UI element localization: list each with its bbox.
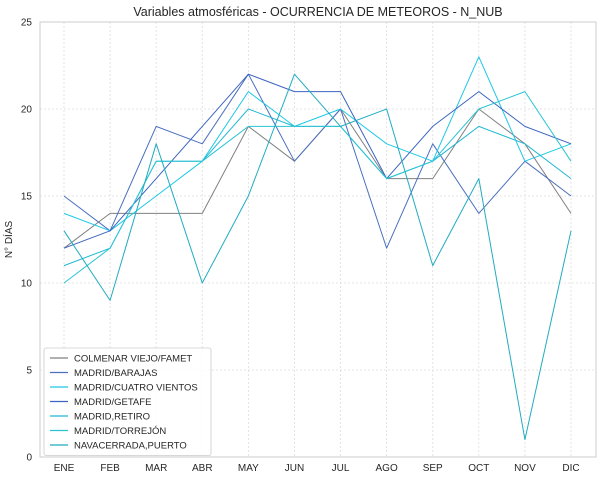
y-tick-label: 25: [21, 18, 33, 29]
x-tick-label: JUN: [285, 463, 304, 474]
x-tick-label: ENE: [54, 463, 75, 474]
x-axis: ENE FEB MAR ABR MAY JUN JUL AGO SEP OCT NOV DIC: [54, 463, 580, 474]
series-line: [63, 56, 572, 232]
chart-title: Variables atmosféricas - OCURRENCIA DE M…: [133, 5, 502, 19]
series-lines: [63, 56, 572, 441]
x-tick-label: ABR: [192, 463, 213, 474]
legend-label: MADRID/GETAFE: [74, 397, 151, 408]
x-tick-label: FEB: [100, 463, 120, 474]
legend-label: MADRID/TORREJÓN: [74, 426, 166, 437]
y-tick-label: 0: [26, 453, 32, 464]
legend-label: COLMENAR VIEJO/FAMET: [74, 354, 192, 365]
x-tick-label: NOV: [514, 463, 536, 474]
y-tick-label: 10: [21, 279, 33, 290]
y-tick-label: 15: [21, 192, 33, 203]
x-tick-label: AGO: [376, 463, 398, 474]
legend-label: MADRID/CUATRO VIENTOS: [74, 383, 198, 394]
y-axis: 0 5 10 15 20 25: [21, 18, 33, 464]
x-tick-label: SEP: [423, 463, 443, 474]
legend-box: [43, 347, 212, 456]
series-line: [63, 91, 572, 284]
plot-frame: [39, 21, 597, 458]
grid: [40, 21, 596, 458]
y-axis-label: N° DÍAS: [2, 221, 15, 259]
x-tick-label: JUL: [332, 463, 350, 474]
x-tick-label: MAR: [145, 463, 167, 474]
y-tick-label: 20: [21, 105, 33, 116]
series-line: [63, 73, 572, 249]
series-line: [63, 73, 572, 249]
legend: COLMENAR VIEJO/FAMET MADRID/BARAJAS MADRID…: [43, 347, 212, 456]
x-tick-label: MAY: [238, 463, 259, 474]
series-line: [63, 73, 572, 441]
legend-label: MADRID/BARAJAS: [74, 368, 157, 379]
legend-label: MADRID,RETIRO: [74, 412, 150, 423]
x-tick-label: OCT: [468, 463, 489, 474]
x-tick-label: DIC: [562, 463, 579, 474]
y-tick-label: 5: [26, 366, 32, 377]
legend-label: NAVACERRADA,PUERTO: [74, 441, 187, 452]
